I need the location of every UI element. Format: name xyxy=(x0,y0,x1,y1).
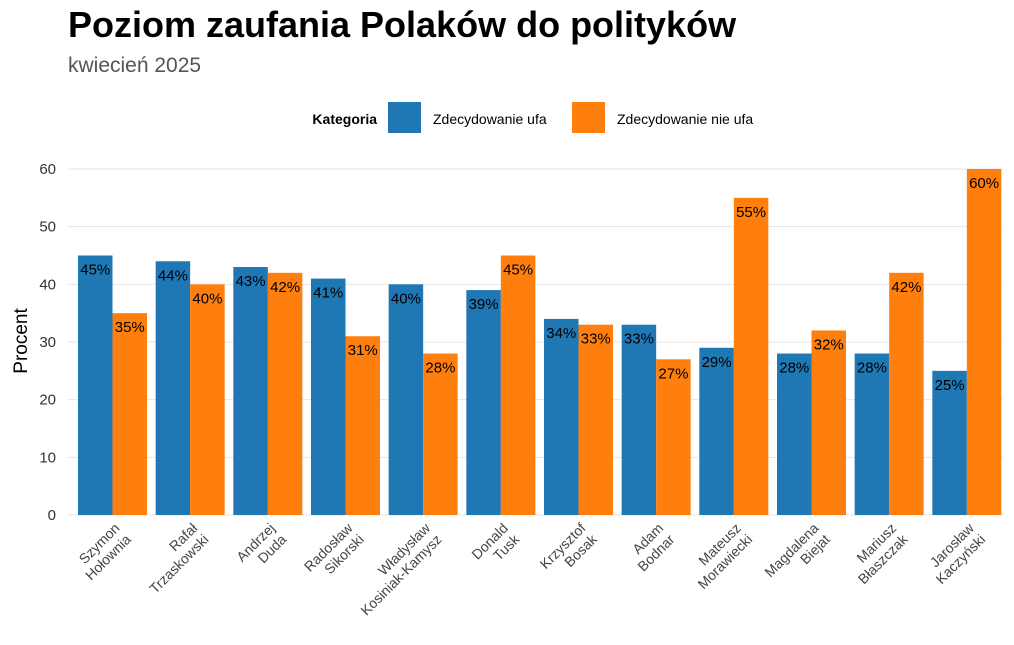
bar xyxy=(233,267,268,515)
bar xyxy=(544,318,579,515)
bar-value-label: 42% xyxy=(891,279,921,296)
bar-value-label: 28% xyxy=(779,360,809,377)
bar-value-label: 34% xyxy=(546,325,576,342)
bar xyxy=(112,313,147,515)
legend-label: Zdecydowanie nie ufa xyxy=(617,111,753,127)
y-tick-label: 10 xyxy=(39,449,56,466)
legend-title: Kategoria xyxy=(312,111,377,127)
bar-value-label: 45% xyxy=(503,262,533,279)
bar-value-label: 33% xyxy=(624,331,654,348)
bar-value-label: 28% xyxy=(857,360,887,377)
legend-swatch xyxy=(388,102,421,133)
bar-value-label: 33% xyxy=(581,331,611,348)
bar xyxy=(311,278,346,515)
bar xyxy=(733,197,769,516)
y-tick-label: 0 xyxy=(48,507,56,524)
bar xyxy=(966,169,1002,515)
bar-value-label: 35% xyxy=(115,319,145,336)
bar xyxy=(811,330,846,515)
y-tick-label: 20 xyxy=(39,392,56,409)
bar-value-label: 45% xyxy=(80,262,110,279)
chart-title: Poziom zaufania Polaków do polityków xyxy=(68,4,737,45)
bar-value-label: 39% xyxy=(469,296,499,313)
bar-value-label: 31% xyxy=(348,342,378,359)
y-axis-title: Procent xyxy=(11,308,32,374)
bar-value-label: 43% xyxy=(236,273,266,290)
bar-value-label: 32% xyxy=(814,336,844,353)
bar-value-label: 28% xyxy=(425,360,455,377)
bar xyxy=(466,290,501,515)
bar xyxy=(699,347,734,515)
y-tick-label: 50 xyxy=(39,219,56,236)
bar xyxy=(155,261,191,515)
y-tick-label: 40 xyxy=(39,276,56,293)
y-axis-ticks: 0 10 20 30 40 50 60 xyxy=(39,161,56,524)
bar xyxy=(854,353,890,515)
bar xyxy=(656,359,691,515)
bar xyxy=(932,370,967,515)
data-labels: 45%35%44%40%43% 42% 41%31%40%28%39%45%34% 3… xyxy=(80,175,999,394)
bar xyxy=(777,353,812,515)
legend-label: Zdecydowanie ufa xyxy=(433,111,547,127)
bar xyxy=(345,336,380,515)
bar-value-label: 40% xyxy=(192,290,222,307)
bar xyxy=(889,272,924,515)
bar xyxy=(267,272,303,515)
bar xyxy=(423,353,458,515)
bar-value-label: 40% xyxy=(391,290,421,307)
bar xyxy=(78,255,113,515)
bar-value-label: 44% xyxy=(158,267,188,284)
legend: Kategoria Zdecydowanie ufa Zdecydowanie n… xyxy=(312,102,753,133)
legend-swatch xyxy=(572,102,605,133)
bar-value-label: 55% xyxy=(736,204,766,221)
bar-value-label: 27% xyxy=(658,365,688,382)
bar xyxy=(578,324,613,515)
bar xyxy=(621,324,657,515)
bar-value-label: 25% xyxy=(935,377,965,394)
bar-value-label: 42% xyxy=(270,279,300,296)
bar xyxy=(388,284,424,515)
y-tick-label: 60 xyxy=(39,161,56,178)
chart-subtitle: kwiecień 2025 xyxy=(68,54,202,77)
bars xyxy=(78,169,1002,516)
bar xyxy=(500,255,536,515)
bar-value-label: 41% xyxy=(313,285,343,302)
y-tick-label: 30 xyxy=(39,334,56,351)
bar-value-label: 29% xyxy=(702,354,732,371)
bar xyxy=(190,284,225,515)
bar-value-label: 60% xyxy=(969,175,999,192)
